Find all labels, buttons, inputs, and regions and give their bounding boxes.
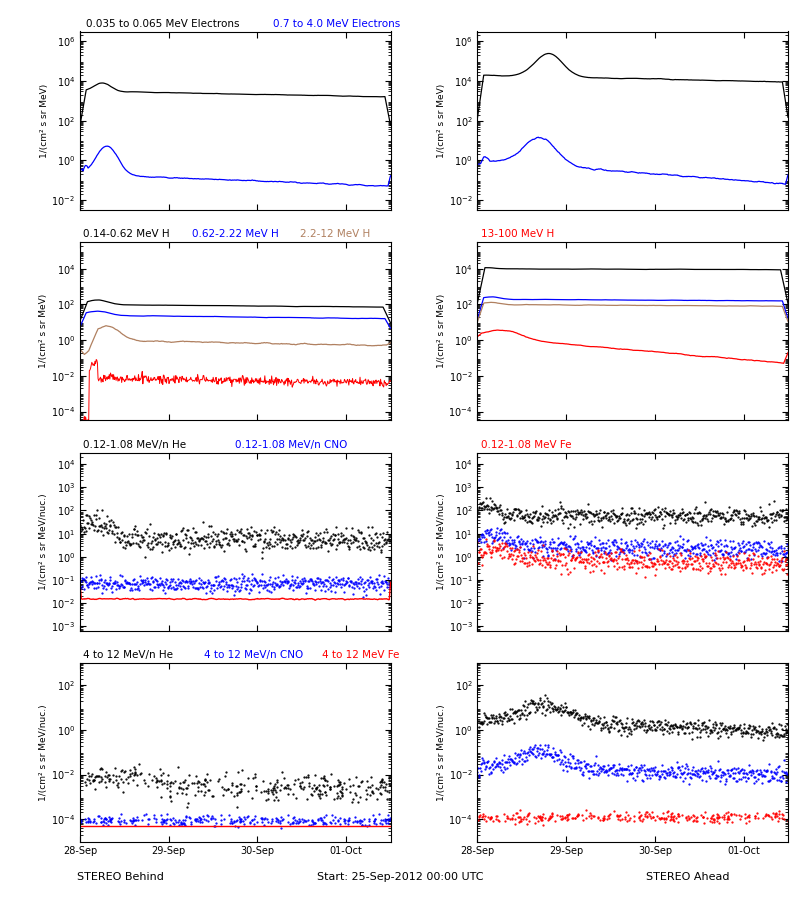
Y-axis label: 1/(cm² s sr MeV/nuc.): 1/(cm² s sr MeV/nuc.) bbox=[437, 493, 446, 590]
Text: 0.12-1.08 MeV/n CNO: 0.12-1.08 MeV/n CNO bbox=[235, 440, 348, 450]
Text: 0.035 to 0.065 MeV Electrons: 0.035 to 0.065 MeV Electrons bbox=[86, 19, 240, 29]
Y-axis label: 1/(cm² s sr MeV): 1/(cm² s sr MeV) bbox=[39, 84, 49, 158]
Text: 13-100 MeV H: 13-100 MeV H bbox=[481, 230, 554, 239]
Text: 0.12-1.08 MeV Fe: 0.12-1.08 MeV Fe bbox=[481, 440, 571, 450]
Y-axis label: 1/(cm² s sr MeV/nuc.): 1/(cm² s sr MeV/nuc.) bbox=[39, 493, 48, 590]
Text: STEREO Behind: STEREO Behind bbox=[77, 872, 163, 882]
Text: 0.14-0.62 MeV H: 0.14-0.62 MeV H bbox=[83, 230, 170, 239]
Y-axis label: 1/(cm² s sr MeV): 1/(cm² s sr MeV) bbox=[437, 294, 446, 368]
Text: 4 to 12 MeV Fe: 4 to 12 MeV Fe bbox=[322, 651, 399, 661]
Text: 0.62-2.22 MeV H: 0.62-2.22 MeV H bbox=[192, 230, 278, 239]
Text: 2.2-12 MeV H: 2.2-12 MeV H bbox=[301, 230, 370, 239]
Y-axis label: 1/(cm² s sr MeV/nuc.): 1/(cm² s sr MeV/nuc.) bbox=[437, 704, 446, 801]
Text: Start: 25-Sep-2012 00:00 UTC: Start: 25-Sep-2012 00:00 UTC bbox=[317, 872, 483, 882]
Y-axis label: 1/(cm² s sr MeV): 1/(cm² s sr MeV) bbox=[39, 294, 48, 368]
Text: 0.7 to 4.0 MeV Electrons: 0.7 to 4.0 MeV Electrons bbox=[273, 19, 400, 29]
Y-axis label: 1/(cm² s sr MeV/nuc.): 1/(cm² s sr MeV/nuc.) bbox=[39, 704, 48, 801]
Text: 4 to 12 MeV/n He: 4 to 12 MeV/n He bbox=[83, 651, 173, 661]
Text: 0.12-1.08 MeV/n He: 0.12-1.08 MeV/n He bbox=[83, 440, 186, 450]
Text: 4 to 12 MeV/n CNO: 4 to 12 MeV/n CNO bbox=[204, 651, 303, 661]
Y-axis label: 1/(cm² s sr MeV): 1/(cm² s sr MeV) bbox=[437, 84, 446, 158]
Text: STEREO Ahead: STEREO Ahead bbox=[646, 872, 730, 882]
